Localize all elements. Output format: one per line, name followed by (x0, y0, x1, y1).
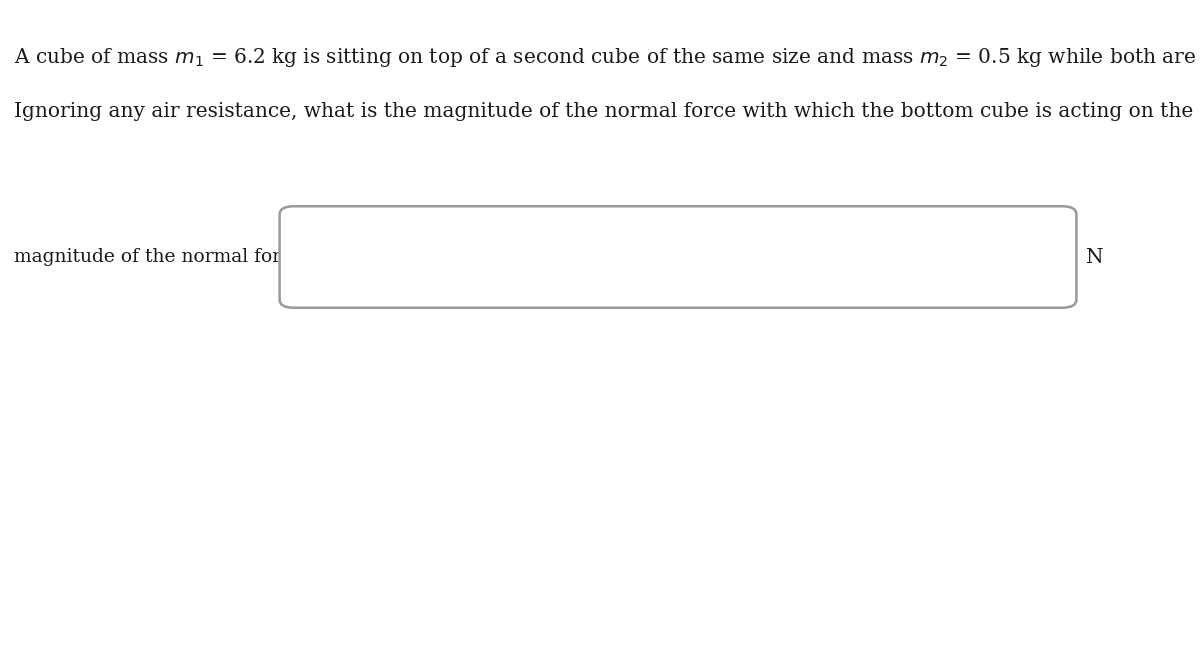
Text: N: N (1086, 248, 1104, 266)
Text: Ignoring any air resistance, what is the magnitude of the normal force with whic: Ignoring any air resistance, what is the… (14, 102, 1200, 121)
FancyBboxPatch shape (280, 206, 1076, 308)
Text: magnitude of the normal force:: magnitude of the normal force: (14, 248, 310, 266)
Text: A cube of mass $m_1$ = 6.2 kg is sitting on top of a second cube of the same siz: A cube of mass $m_1$ = 6.2 kg is sitting… (14, 46, 1200, 69)
